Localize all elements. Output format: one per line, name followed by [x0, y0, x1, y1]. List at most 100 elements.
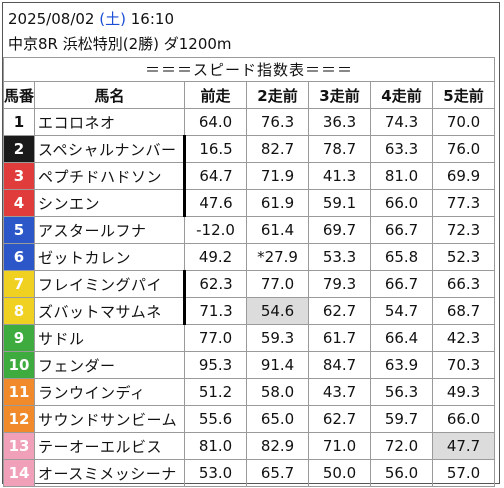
speed-index-value: 82.7: [246, 135, 310, 163]
horse-name: フレイミングパイ: [34, 270, 187, 298]
speed-index-value: 64.0: [184, 108, 248, 136]
speed-index-value: 78.7: [308, 135, 372, 163]
speed-index-value: 81.0: [370, 162, 434, 190]
horse-name: ペプチドハドソン: [34, 162, 187, 190]
speed-index-value: 79.3: [308, 270, 372, 298]
table-row: 13 テーオーエルビス 81.0 82.9 71.0 72.0 47.7: [2, 432, 496, 460]
horse-name: オースミメッシーナ: [34, 459, 186, 487]
table-row: 2 スペシャルナンバー 16.5 82.7 78.7 63.3 76.0: [2, 135, 496, 163]
speed-index-value: 71.9: [246, 162, 310, 190]
speed-index-value: 43.7: [308, 378, 372, 406]
horse-number: 9: [2, 324, 36, 352]
speed-index-value: 66.7: [370, 216, 434, 244]
speed-index-value: 72.3: [432, 216, 496, 244]
table-row: 1 エコロネオ 64.0 76.3 36.3 74.3 70.0: [2, 108, 496, 136]
column-header-5-races-ago: 5走前: [432, 81, 496, 109]
horse-number: 2: [2, 135, 36, 163]
speed-index-value: 59.1: [308, 189, 372, 217]
speed-index-value: 63.9: [370, 351, 434, 379]
speed-index-value: 91.4: [246, 351, 310, 379]
speed-index-value: 77.0: [246, 270, 310, 298]
speed-index-value: 69.7: [308, 216, 372, 244]
speed-index-value: -12.0: [184, 216, 248, 244]
speed-index-value: 71.0: [308, 432, 372, 460]
speed-index-value: 49.2: [184, 243, 248, 271]
speed-index-value: 57.0: [432, 459, 496, 487]
speed-index-value: 74.3: [370, 108, 434, 136]
speed-index-value: 53.0: [184, 459, 248, 487]
horse-number: 5: [2, 216, 36, 244]
column-header-2-races-ago: 2走前: [246, 81, 310, 109]
table-row: 11 ランウインディ 51.2 58.0 43.7 56.3 49.3: [2, 378, 496, 406]
horse-name: ゼットカレン: [34, 243, 186, 271]
speed-index-value: 77.3: [432, 189, 496, 217]
speed-index-table: ＝＝＝スピード指数表＝＝＝ 馬番 馬名 前走 2走前 3走前 4走前 5走前 1 エコロネオ 6…: [2, 57, 496, 487]
column-header-number: 馬番: [2, 81, 36, 109]
speed-index-value: 53.3: [308, 243, 372, 271]
horse-number: 14: [2, 459, 36, 487]
speed-index-value: 62.7: [308, 405, 372, 433]
race-time: 16:10: [130, 10, 174, 28]
speed-index-value: 59.3: [246, 324, 310, 352]
table-row: 14 オースミメッシーナ 53.0 65.7 50.0 56.0 57.0: [2, 459, 496, 487]
speed-index-value: 62.3: [184, 270, 248, 298]
table-row: 8 ズバットマサムネ 71.3 54.6 62.7 54.7 68.7: [2, 297, 496, 325]
speed-index-value: 66.0: [370, 189, 434, 217]
speed-index-value: 66.0: [432, 405, 496, 433]
speed-index-value: 77.0: [184, 324, 248, 352]
table-row: 3 ペプチドハドソン 64.7 71.9 41.3 81.0 69.9: [2, 162, 496, 190]
speed-index-value: 71.3: [184, 297, 248, 325]
speed-index-value: 69.9: [432, 162, 496, 190]
horse-name: フェンダー: [34, 351, 186, 379]
horse-name: サドル: [34, 324, 186, 352]
column-header-4-races-ago: 4走前: [370, 81, 434, 109]
race-datetime: 2025/08/02 (土) 16:10: [8, 8, 174, 30]
speed-index-value: 95.3: [184, 351, 248, 379]
speed-index-value: 81.0: [184, 432, 248, 460]
horse-number: 13: [2, 432, 36, 460]
horse-number: 6: [2, 243, 36, 271]
race-day-of-week: (土): [99, 10, 126, 28]
speed-index-value: 58.0: [246, 378, 310, 406]
horse-number: 11: [2, 378, 36, 406]
horse-number: 4: [2, 189, 36, 217]
speed-index-value: 50.0: [308, 459, 372, 487]
speed-index-value: 52.3: [432, 243, 496, 271]
speed-index-value: 65.7: [246, 459, 310, 487]
speed-index-value: 63.3: [370, 135, 434, 163]
speed-index-value: 61.4: [246, 216, 310, 244]
speed-index-value: 16.5: [184, 135, 248, 163]
speed-index-value: 61.9: [246, 189, 310, 217]
horse-name: アスタールフナ: [34, 216, 186, 244]
table-row: 9 サドル 77.0 59.3 61.7 66.4 42.3: [2, 324, 496, 352]
table-row: 5 アスタールフナ -12.0 61.4 69.7 66.7 72.3: [2, 216, 496, 244]
horse-number: 10: [2, 351, 36, 379]
horse-number: 3: [2, 162, 36, 190]
horse-number: 7: [2, 270, 36, 298]
speed-index-value: 47.6: [184, 189, 248, 217]
speed-index-value: 66.4: [370, 324, 434, 352]
speed-index-value: 54.7: [370, 297, 434, 325]
speed-index-value: 70.0: [432, 108, 496, 136]
table-row: 12 サウンドサンビーム 55.6 65.0 62.7 59.7 66.0: [2, 405, 496, 433]
speed-index-value: 76.3: [246, 108, 310, 136]
speed-index-value: 65.8: [370, 243, 434, 271]
table-row: 6 ゼットカレン 49.2 *27.9 53.3 65.8 52.3: [2, 243, 496, 271]
horse-name: サウンドサンビーム: [34, 405, 186, 433]
table-row: 7 フレイミングパイ 62.3 77.0 79.3 66.7 66.3: [2, 270, 496, 298]
speed-index-value: 61.7: [308, 324, 372, 352]
speed-index-value: 36.3: [308, 108, 372, 136]
speed-index-value: 59.7: [370, 405, 434, 433]
speed-index-value: 42.3: [432, 324, 496, 352]
race-info: 中京8R 浜松特別(2勝) ダ1200m: [8, 35, 232, 53]
speed-index-value: 82.9: [246, 432, 310, 460]
horse-number: 12: [2, 405, 36, 433]
horse-name: エコロネオ: [34, 108, 186, 136]
column-header-row: 馬番 馬名 前走 2走前 3走前 4走前 5走前: [2, 81, 496, 109]
horse-name: シンエン: [34, 189, 187, 217]
speed-index-value: 49.3: [432, 378, 496, 406]
speed-index-value: 68.7: [432, 297, 496, 325]
speed-index-value: *27.9: [246, 243, 310, 271]
horse-name: テーオーエルビス: [34, 432, 186, 460]
speed-index-value: 55.6: [184, 405, 248, 433]
